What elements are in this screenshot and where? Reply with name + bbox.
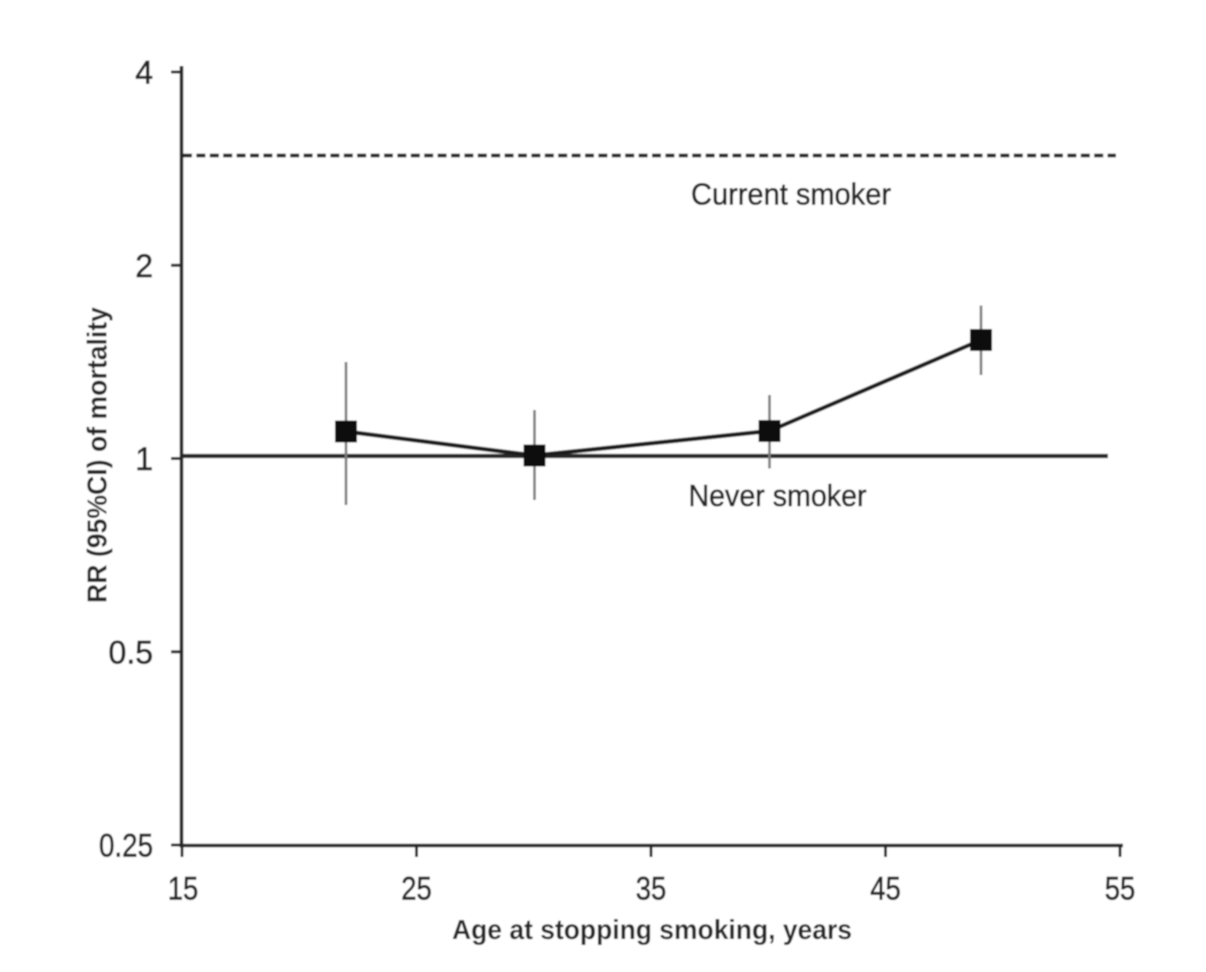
svg-text:15: 15: [168, 871, 199, 907]
svg-text:Never smoker: Never smoker: [689, 478, 867, 513]
svg-text:Current smoker: Current smoker: [691, 177, 891, 212]
svg-text:35: 35: [636, 871, 667, 907]
svg-text:0.5: 0.5: [109, 634, 153, 670]
svg-text:0.25: 0.25: [99, 828, 153, 864]
svg-text:2: 2: [135, 248, 153, 284]
svg-text:4: 4: [135, 55, 153, 91]
svg-text:Age at stopping smoking, years: Age at stopping smoking, years: [452, 914, 852, 945]
svg-text:55: 55: [1105, 871, 1136, 907]
svg-text:1: 1: [135, 441, 153, 477]
svg-text:45: 45: [870, 871, 901, 907]
svg-text:25: 25: [401, 871, 432, 907]
svg-text:RR (95%CI) of mortality: RR (95%CI) of mortality: [82, 307, 113, 603]
